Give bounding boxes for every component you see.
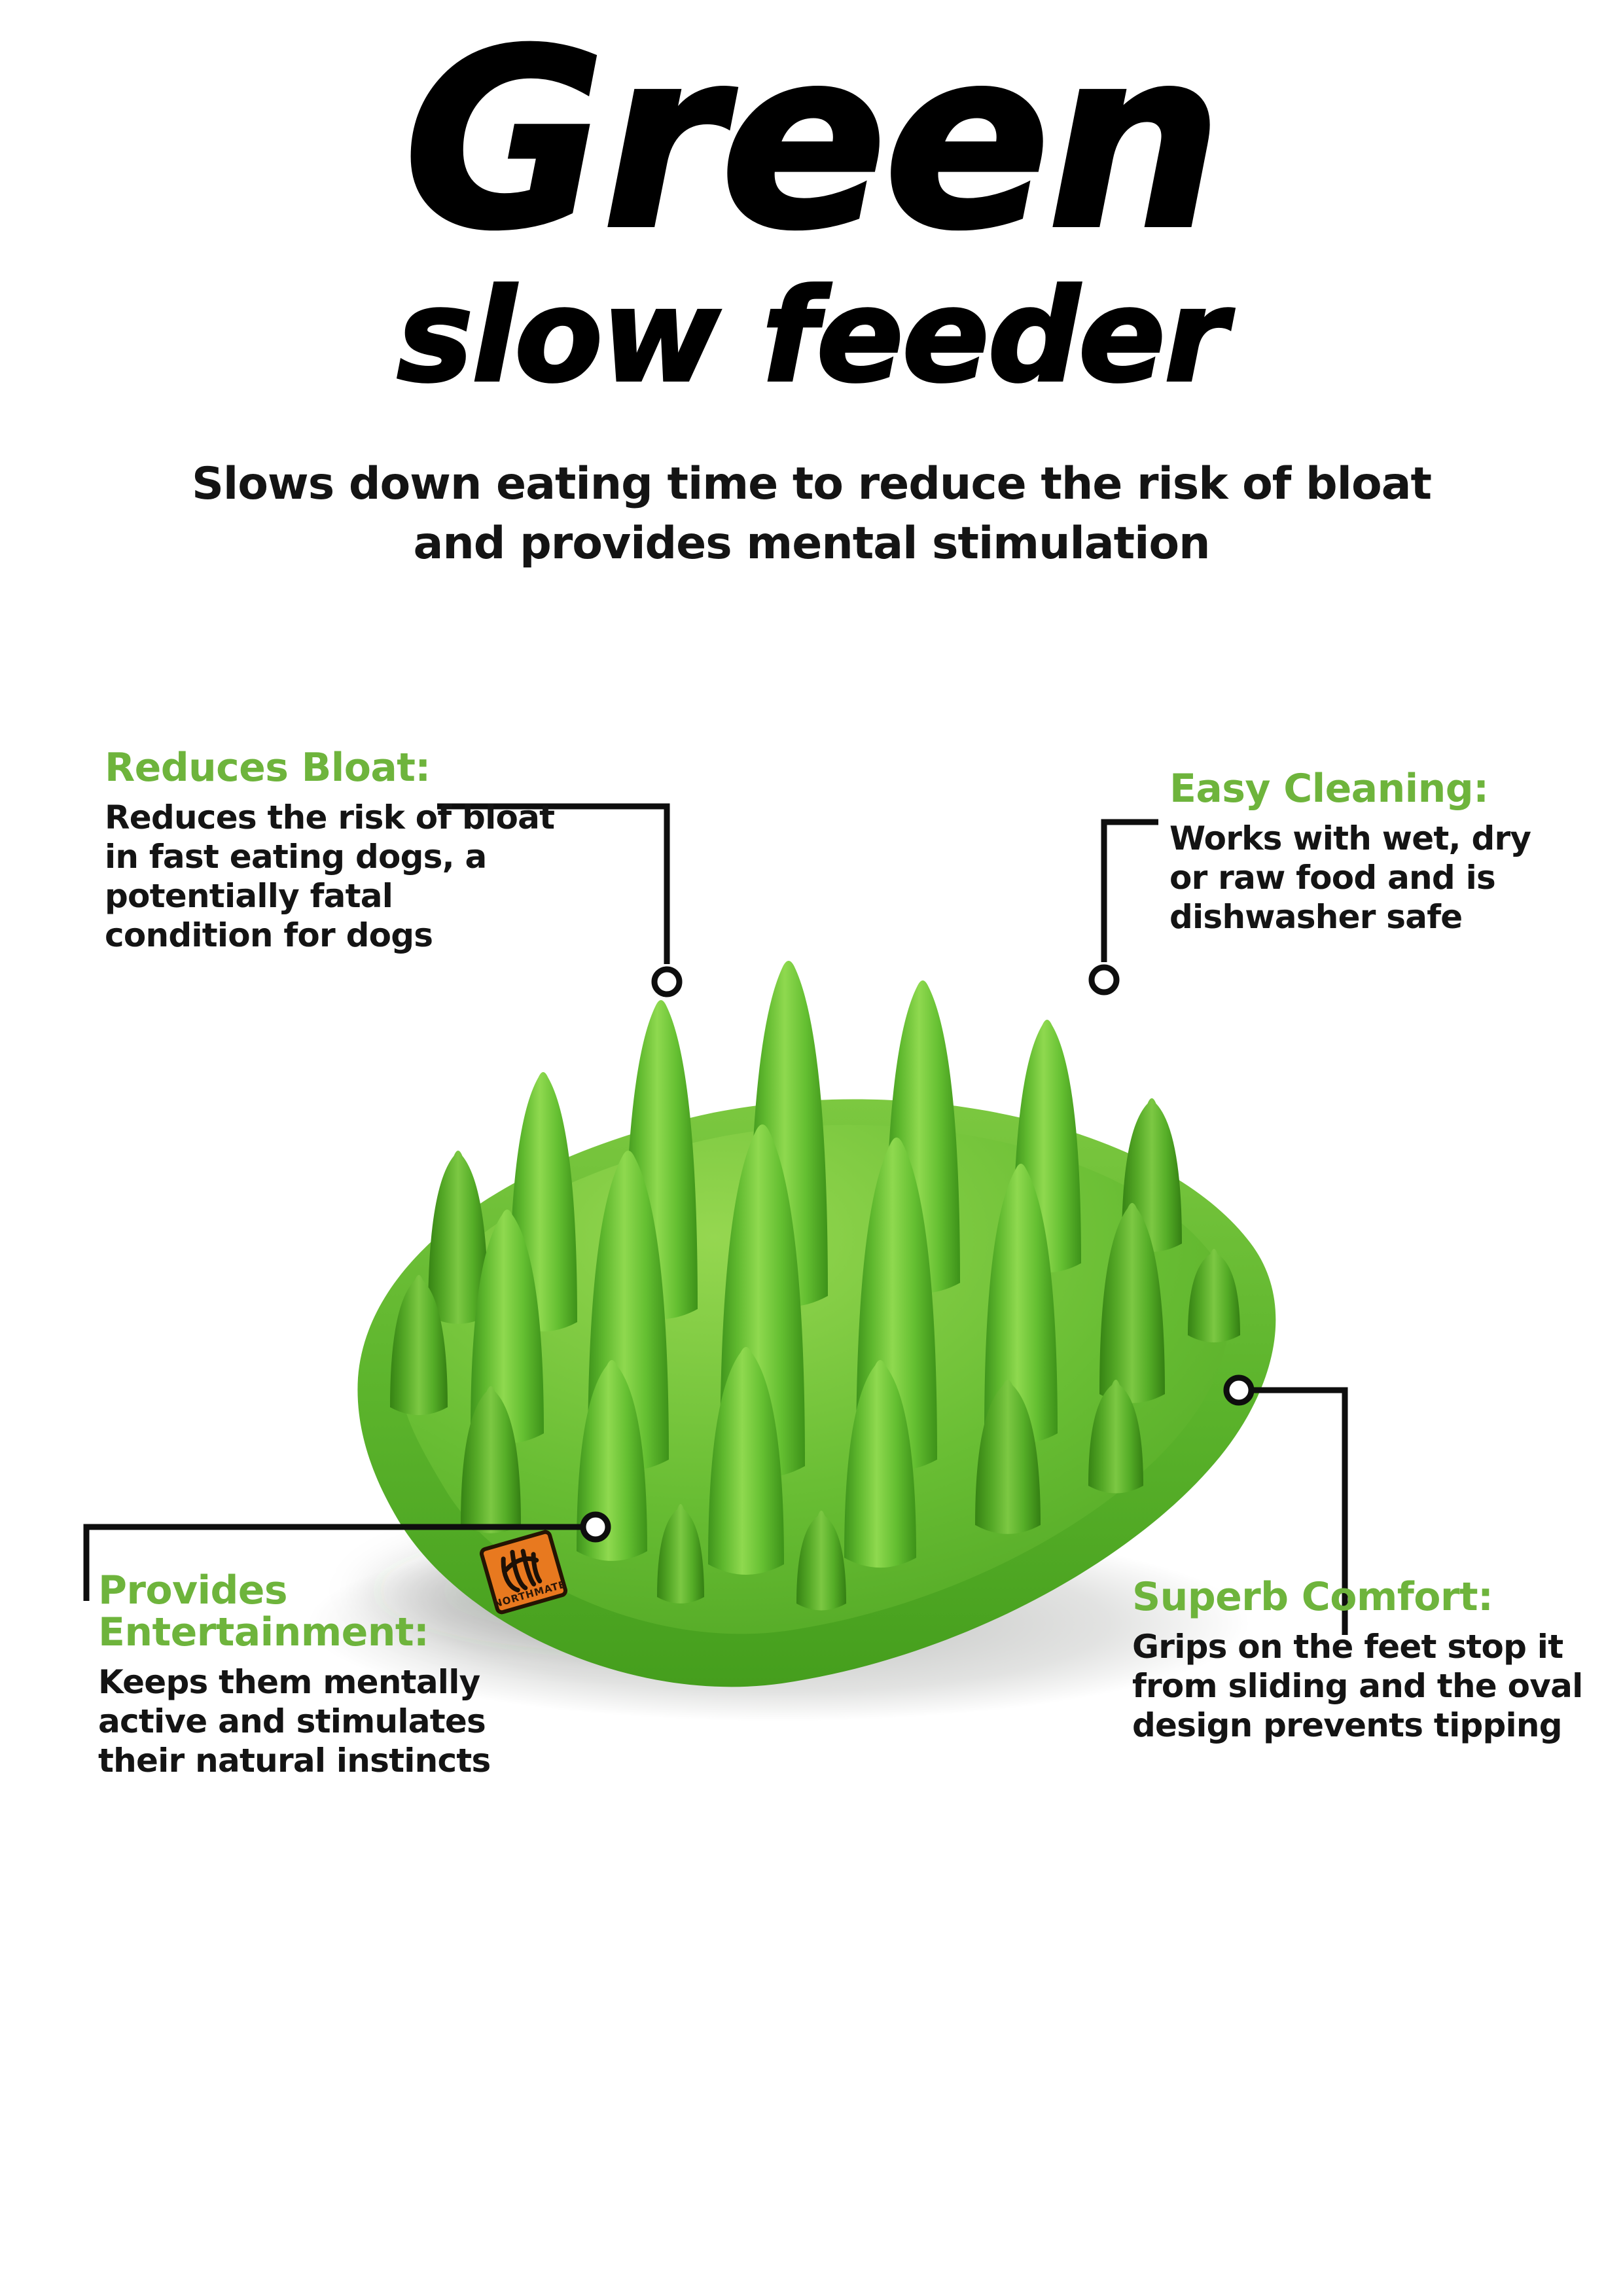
tagline: Slows down eating time to reduce the ris… <box>191 458 1432 569</box>
grass-cone <box>461 1386 521 1534</box>
brand-label-plate <box>479 1530 568 1615</box>
feature-provides-entertainment: Provides Entertainment: Keeps them menta… <box>98 1570 596 1780</box>
callout-line-reduces-bloat <box>437 803 670 964</box>
feature-heading: Reduces Bloat: <box>105 745 431 791</box>
feature-heading: Superb Comfort: <box>1132 1574 1493 1620</box>
callout-line-easy-cleaning <box>1101 819 1158 962</box>
feature-body: Keeps them mentally active and stimulate… <box>98 1663 491 1780</box>
brand-label: NORTHMATE <box>479 1530 568 1615</box>
grass-cone <box>390 1275 448 1416</box>
feature-superb-comfort: Superb Comfort: Grips on the feet stop i… <box>1132 1576 1623 1745</box>
page-subtitle: slow feeder <box>395 262 1228 411</box>
feature-body: Reduces the risk of bloat in fast eating… <box>105 798 555 954</box>
grass-cone <box>1088 1380 1143 1494</box>
callout-dot-provides-entertainment <box>580 1511 611 1543</box>
grass-cone <box>975 1380 1041 1534</box>
callout-dots <box>580 964 1255 1543</box>
brand-label-art <box>501 1549 543 1592</box>
callout-lines <box>83 803 1348 1635</box>
callout-dot-easy-cleaning <box>1088 964 1120 996</box>
feature-easy-cleaning: Easy Cleaning: Works with wet, dry or ra… <box>1169 768 1623 937</box>
grass-cone <box>796 1511 846 1611</box>
grass-cone <box>471 1210 544 1444</box>
feature-heading: Provides Entertainment: <box>98 1568 429 1655</box>
grass-cone <box>984 1164 1058 1444</box>
grass-cone <box>844 1360 916 1568</box>
page-title: Green <box>402 0 1224 283</box>
feature-heading: Easy Cleaning: <box>1169 766 1489 812</box>
grass-cone <box>577 1360 647 1561</box>
callout-line-superb-comfort <box>1253 1387 1348 1635</box>
grass-cone <box>1188 1249 1240 1342</box>
feature-reduces-bloat: Reduces Bloat: Reduces the risk of bloat… <box>105 747 602 955</box>
callout-dot-superb-comfort <box>1223 1374 1255 1406</box>
feature-body: Grips on the feet stop it from sliding a… <box>1132 1628 1583 1744</box>
feature-body: Works with wet, dry or raw food and is d… <box>1169 819 1531 936</box>
grass-cone <box>657 1504 704 1604</box>
callout-line-provides-entertainment <box>83 1524 581 1601</box>
grass-cone <box>708 1347 784 1575</box>
callout-dot-reduces-bloat <box>651 966 683 997</box>
grass-cone <box>1099 1203 1165 1403</box>
grass-cones <box>390 961 1240 1611</box>
grass-cone <box>428 1151 488 1324</box>
